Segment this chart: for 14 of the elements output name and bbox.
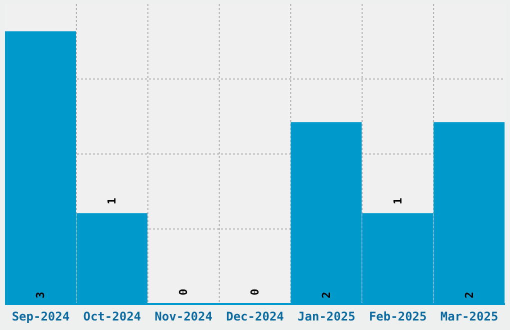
x-tick-label: Oct-2024 (83, 310, 142, 324)
data-label: 1 (391, 197, 404, 204)
data-label: 0 (177, 288, 190, 296)
x-tick-label: Nov-2024 (154, 310, 212, 324)
x-tick-label: Mar-2025 (440, 310, 498, 324)
data-label: 0 (248, 288, 262, 296)
data-label: 3 (34, 292, 48, 298)
data-label: 1 (106, 197, 119, 204)
data-label: 2 (462, 292, 476, 298)
x-tick-label: Feb-2025 (368, 310, 427, 324)
data-label: 2 (320, 292, 333, 298)
x-tick-label: Dec-2024 (226, 310, 284, 324)
x-tick-label: Sep-2024 (12, 310, 70, 324)
x-tick-label: Jan-2025 (298, 310, 356, 324)
